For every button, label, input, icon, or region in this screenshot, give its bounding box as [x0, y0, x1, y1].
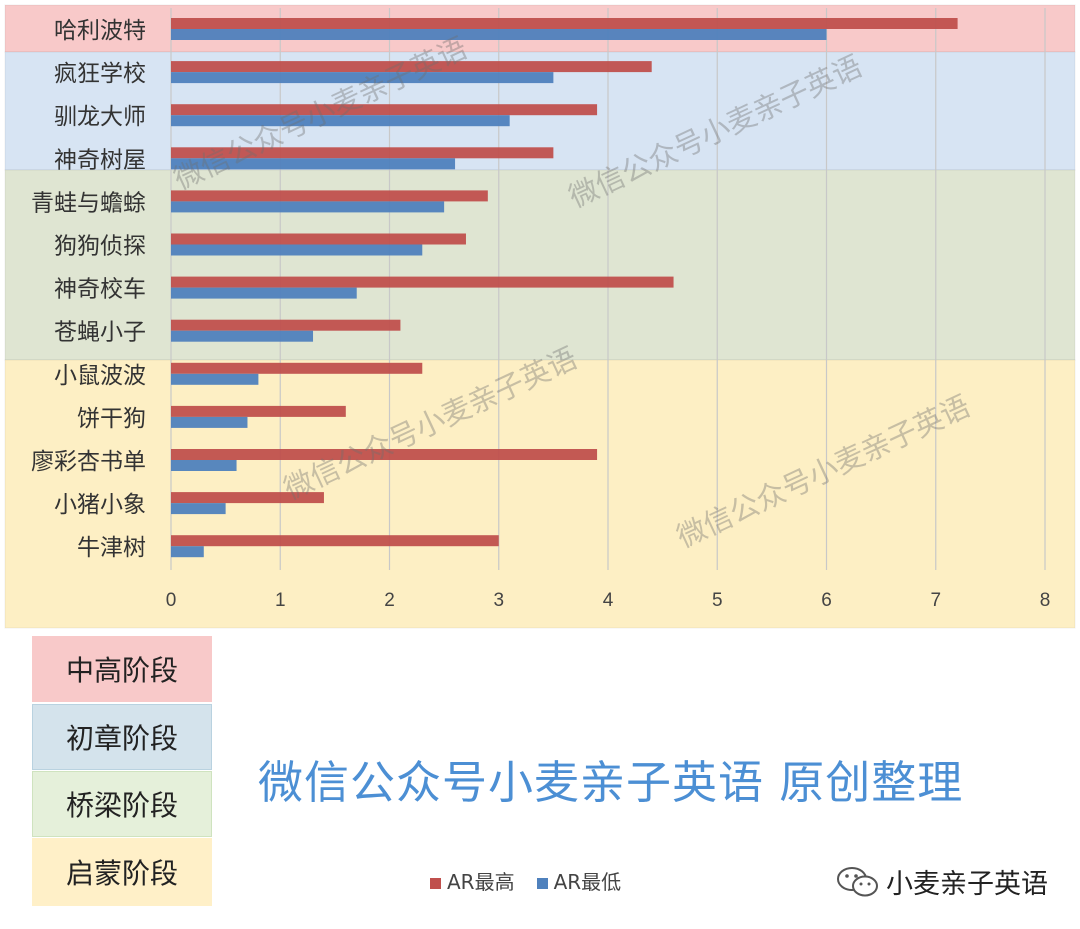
stage-legend-early-chapter: 初章阶段 [32, 704, 212, 770]
bar-ar-max [171, 319, 401, 331]
legend-item-ar-max: AR最高 [430, 866, 515, 895]
bar-ar-min [171, 373, 259, 385]
bar-ar-min [171, 546, 204, 558]
bar-ar-max [171, 233, 466, 245]
category-label: 神奇校车 [54, 277, 146, 303]
category-label: 饼干狗 [77, 406, 146, 432]
bar-ar-max [171, 104, 598, 116]
bar-ar-min [171, 503, 226, 515]
bar-ar-min [171, 158, 456, 170]
x-tick-label: 6 [821, 590, 832, 611]
bar-chart: 哈利波特疯狂学校驯龙大师神奇树屋青蛙与蟾蜍狗狗侦探神奇校车苍蝇小子小鼠波波饼干狗… [4, 4, 1076, 629]
bar-ar-max [171, 492, 324, 504]
bar-ar-max [171, 362, 423, 374]
stage-legend-bridge: 桥梁阶段 [32, 771, 212, 837]
stage-legend-senior: 中高阶段 [32, 636, 212, 702]
category-label: 小鼠波波 [54, 363, 146, 389]
legend-swatch-ar-max [430, 878, 441, 889]
category-label: 神奇树屋 [54, 147, 146, 173]
bar-ar-max [171, 18, 958, 29]
bar-ar-min [171, 287, 357, 299]
wechat-icon [837, 866, 878, 896]
stage-legend-beginner: 启蒙阶段 [32, 838, 212, 906]
category-label: 苍蝇小子 [54, 320, 146, 346]
category-label: 狗狗侦探 [54, 234, 146, 260]
account-badge: 小麦亲子英语 [836, 862, 1048, 901]
bar-ar-max [171, 449, 598, 460]
x-tick-label: 7 [930, 590, 941, 611]
bar-ar-min [171, 29, 827, 40]
category-label: 小猪小象 [54, 492, 146, 518]
legend-item-ar-min: AR最低 [536, 866, 622, 895]
x-tick-label: 8 [1040, 590, 1051, 611]
bar-ar-max [171, 535, 499, 547]
x-tick-label: 3 [493, 590, 504, 611]
legend-swatch-ar-min [536, 878, 548, 889]
credit-text: 微信公众号小麦亲子英语 原创整理 [258, 756, 964, 809]
category-label: 青蛙与蟾蜍 [31, 190, 146, 216]
x-tick-label: 0 [166, 590, 177, 611]
bar-ar-min [171, 244, 423, 256]
x-tick-label: 2 [384, 590, 395, 611]
x-tick-label: 4 [603, 590, 614, 611]
legend-label-ar-max: AR最高 [447, 870, 515, 894]
category-label: 哈利波特 [54, 18, 146, 44]
bar-ar-min [171, 72, 554, 84]
bar-ar-max [171, 276, 674, 288]
x-tick-label: 1 [275, 590, 286, 611]
bar-ar-min [171, 330, 314, 342]
series-legend: AR最高 AR最低 [430, 866, 621, 895]
bar-ar-min [171, 460, 237, 471]
stage-band [4, 169, 1076, 361]
bar-ar-max [171, 61, 652, 73]
x-tick-label: 5 [712, 590, 723, 611]
bar-ar-max [171, 147, 554, 159]
bar-ar-min [171, 416, 248, 428]
bar-ar-max [171, 405, 346, 417]
category-label: 牛津树 [77, 535, 146, 561]
category-label: 驯龙大师 [54, 104, 146, 130]
bar-ar-max [171, 190, 488, 202]
account-name: 小麦亲子英语 [886, 869, 1048, 900]
bar-ar-min [171, 201, 445, 213]
category-label: 疯狂学校 [54, 61, 146, 87]
stage-band [4, 359, 1076, 629]
category-label: 廖彩杏书单 [31, 449, 146, 475]
bar-ar-min [171, 115, 510, 127]
legend-label-ar-min: AR最低 [553, 870, 622, 894]
